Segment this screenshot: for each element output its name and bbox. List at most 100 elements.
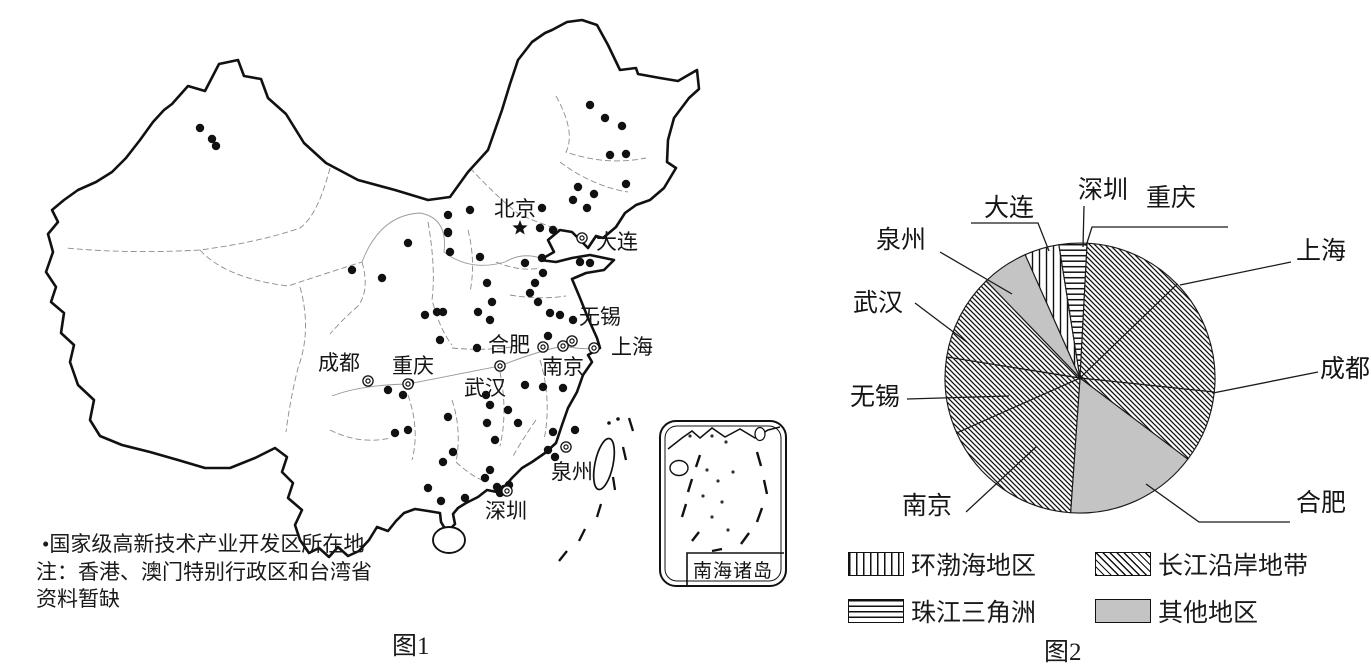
city-marker [402, 378, 414, 390]
taiwan-island [592, 437, 616, 491]
legend-label: 长江沿岸地带 [1158, 553, 1309, 580]
legend-swatch-pearl-delta [848, 599, 904, 623]
legend-item-pearl-delta: 珠江三角洲 [848, 597, 1095, 627]
hitech-zone-dot [443, 228, 453, 238]
pie-slice-无锡 [944, 356, 1083, 434]
pie-leader-lines [906, 205, 1319, 523]
hitech-zone-dot [480, 473, 490, 483]
hitech-zone-dot [575, 257, 585, 267]
hainan-island [432, 526, 466, 554]
beijing-star-marker [512, 220, 528, 235]
inset-label: 南海诸岛 [693, 560, 773, 582]
hitech-zone-dot [383, 385, 393, 395]
hitech-zone-dot [600, 113, 610, 123]
map-city-label: 成都 [318, 351, 360, 375]
pie-label-成都: 成都 [1320, 355, 1370, 383]
hitech-zone-dot [490, 435, 500, 445]
city-marker [566, 335, 578, 347]
legend-swatch-yangtze-belt [1095, 552, 1151, 576]
hitech-zone-dot [448, 447, 458, 457]
pie-slice-上海 [1078, 283, 1216, 393]
figure2-caption: 图2 [1044, 639, 1082, 666]
hitech-zone-dot [403, 425, 413, 435]
map-city-label: 泉州 [551, 460, 593, 484]
province-boundaries [65, 95, 647, 481]
hitech-zone-dot [436, 496, 446, 506]
hitech-zone-dot [513, 418, 523, 428]
map-city-label: 无锡 [579, 305, 621, 329]
map-note-line2: 注：香港、澳门特别行政区和台湾省 [36, 559, 372, 584]
hitech-zone-dot [485, 315, 495, 325]
islet-dot [616, 417, 620, 421]
city-marker [501, 485, 513, 497]
hitech-zone-dot [617, 121, 627, 131]
hitech-zone-dot [545, 308, 555, 318]
hitech-zone-dot [548, 427, 558, 437]
hitech-zone-dot [537, 203, 547, 213]
hitech-zone-dot [520, 258, 530, 268]
pie-leader-大连 [971, 222, 1050, 252]
pie-leader-上海 [1179, 261, 1292, 286]
map-note: •国家级高新技术产业开发区所在地 注：香港、澳门特别行政区和台湾省 资料暂缺 [36, 531, 466, 614]
pie-label-无锡: 无锡 [850, 383, 900, 411]
pie-label-武汉: 武汉 [853, 289, 903, 317]
hitech-zone-dot [558, 383, 568, 393]
pie-label-泉州: 泉州 [876, 226, 926, 254]
hitech-zone-dot [420, 310, 430, 320]
hitech-zone-dot [621, 179, 631, 189]
city-marker [588, 342, 600, 354]
pie-leader-无锡 [906, 395, 1010, 400]
hitech-zone-dot [347, 265, 357, 275]
hitech-zone-dot [211, 141, 221, 151]
hitech-zone-dot [538, 382, 548, 392]
legend-label: 其他地区 [1158, 600, 1259, 627]
islet-dot [607, 421, 611, 425]
hitech-zone-dot [435, 335, 445, 345]
pie-legend: 环渤海地区 长江沿岸地带 珠江三角洲 其他地区 [848, 550, 1353, 627]
inset-label-box [686, 552, 784, 585]
hitech-zone-dot [535, 223, 545, 233]
inset-hainan [669, 459, 689, 477]
hitech-zone-dot [390, 428, 400, 438]
inset-island-dots [688, 434, 735, 532]
city-marker [557, 340, 569, 352]
hitech-zone-dot [537, 253, 547, 263]
hitech-zone-dot [503, 405, 513, 415]
pie-label-南京: 南京 [902, 492, 952, 520]
hitech-zone-dot [473, 307, 483, 317]
pie-label-深圳: 深圳 [1078, 176, 1128, 204]
hitech-zone-dot [398, 390, 408, 400]
hitech-zone-dot [485, 400, 495, 410]
pie-leader-深圳 [1082, 205, 1085, 248]
hitech-zone-dots [195, 100, 631, 506]
hitech-zone-dot [543, 331, 553, 341]
pie-leader-武汉 [914, 302, 969, 344]
hitech-zone-dot [438, 457, 448, 467]
pie-slice-重庆 [1079, 242, 1178, 380]
hitech-zone-dot [589, 189, 599, 199]
inset-taiwan [754, 426, 766, 442]
city-marker [362, 375, 374, 387]
hitech-zone-dot [195, 123, 205, 133]
pie-slice-合肥 [1069, 376, 1189, 514]
map-city-label: 合肥 [488, 333, 530, 357]
hitech-zone-dot [475, 252, 485, 262]
figure1-caption: 图1 [392, 633, 430, 660]
pie-label-大连: 大连 [984, 194, 1034, 222]
pie-leader-泉州 [939, 251, 1013, 295]
map-city-label: 重庆 [392, 354, 434, 378]
hitech-zone-dot [555, 310, 565, 320]
hitech-zone-dot [460, 493, 470, 503]
hitech-zone-dot [525, 288, 535, 298]
hitech-zone-dot [438, 307, 448, 317]
legend-swatch-other [1095, 599, 1151, 623]
hitech-zone-dot [568, 315, 578, 325]
hitech-zone-dot [377, 273, 387, 283]
hitech-zone-dot [481, 390, 491, 400]
dash-line-segments [558, 417, 635, 562]
hitech-zone-dot [423, 483, 433, 493]
hitech-zone-dot [485, 465, 495, 475]
